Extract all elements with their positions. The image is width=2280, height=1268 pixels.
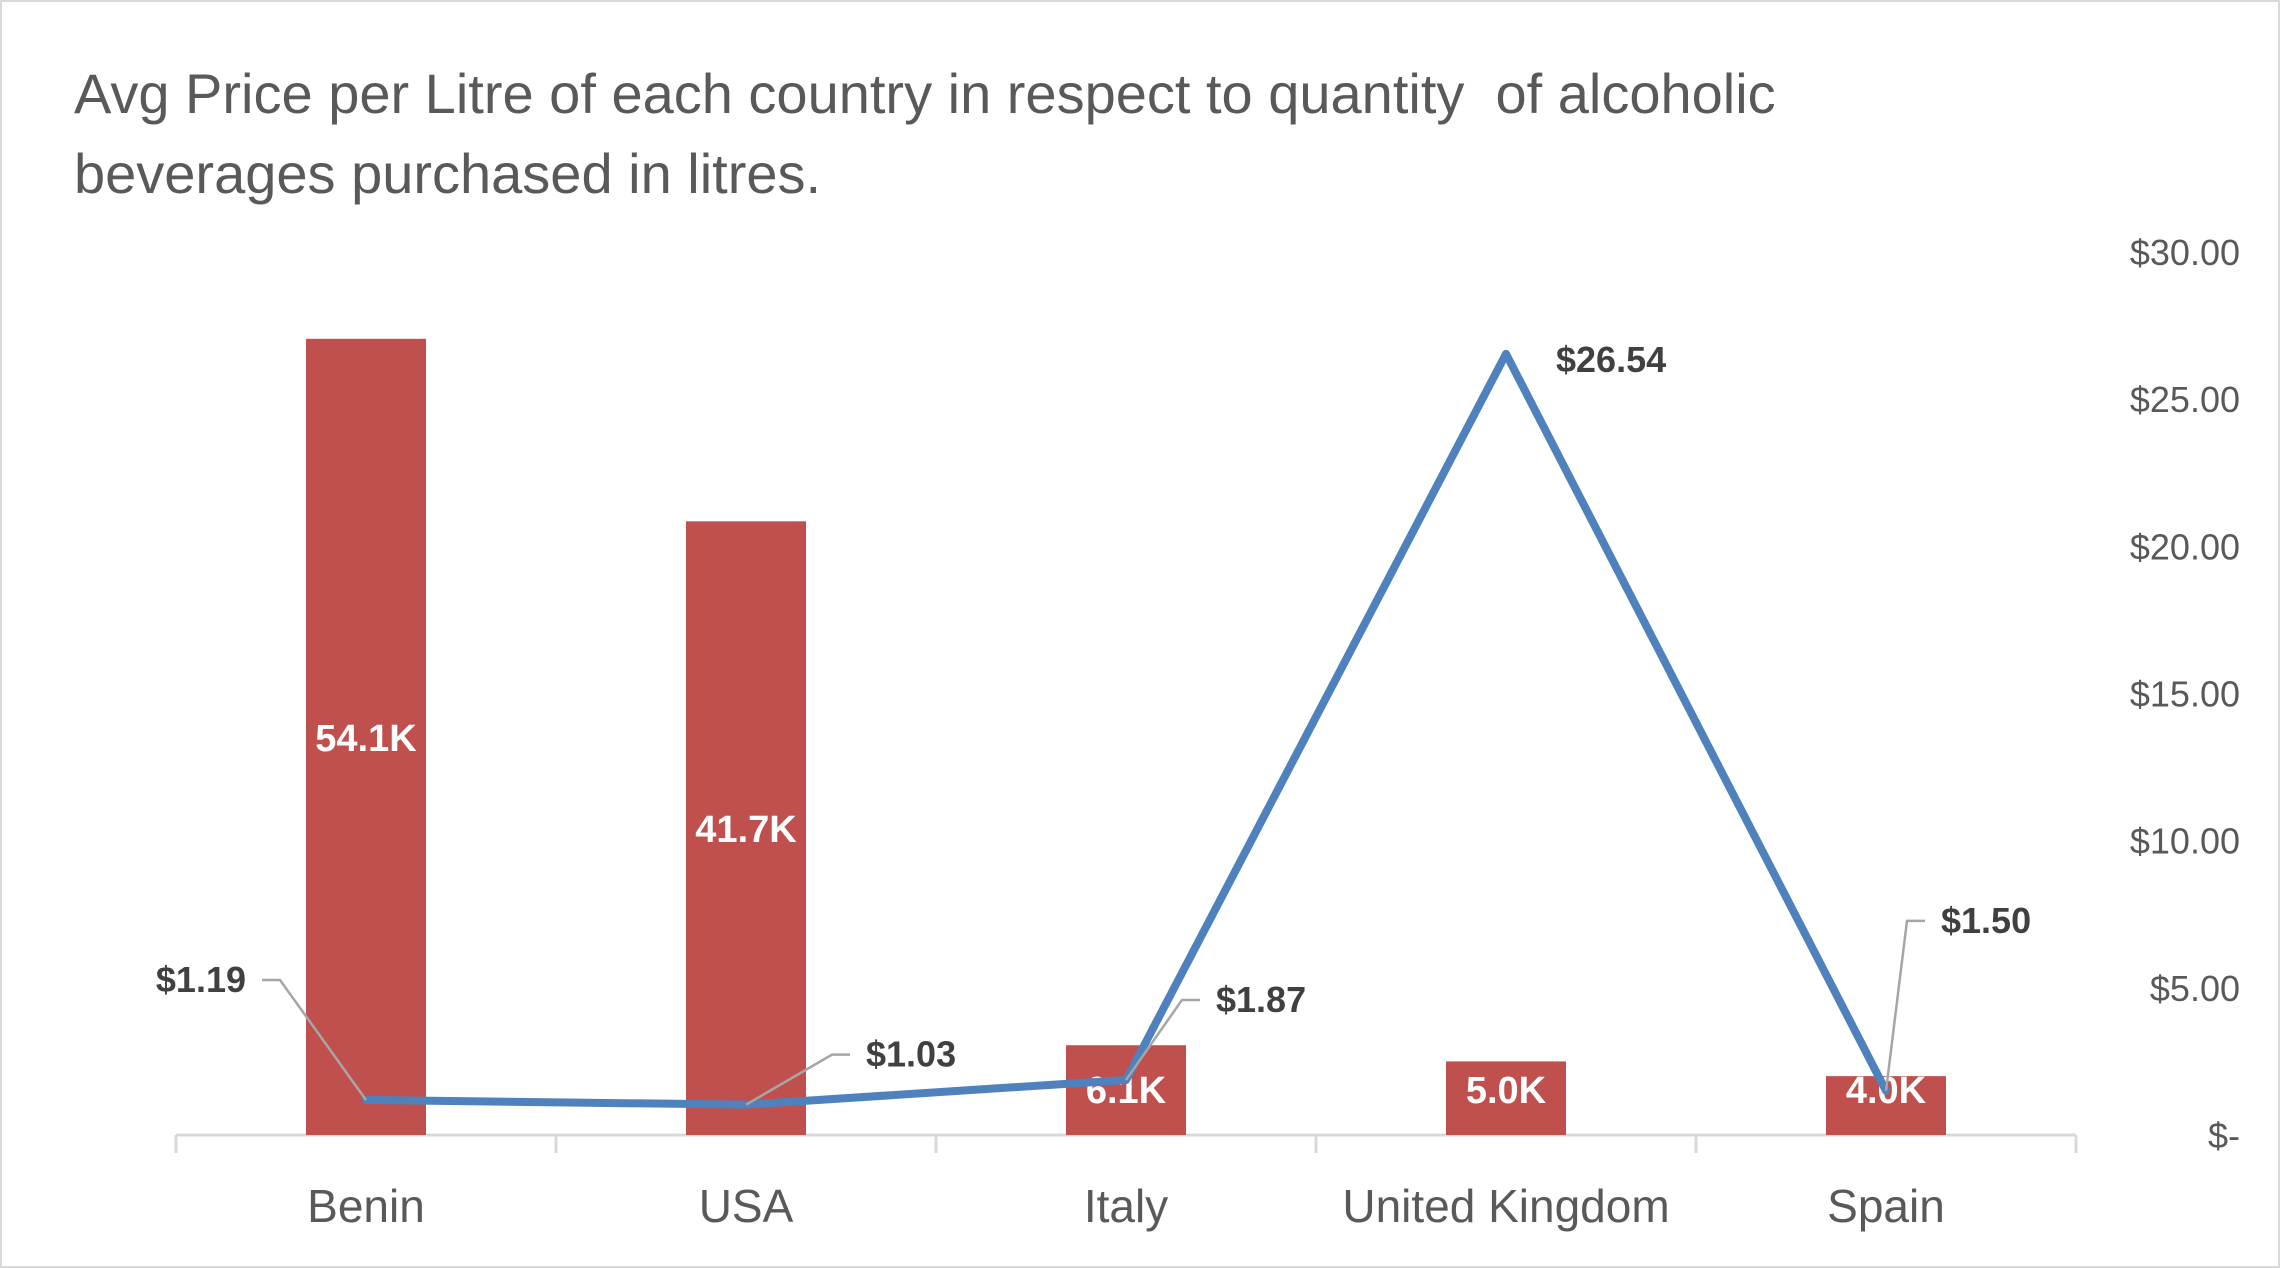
leader-line <box>1884 919 1925 1092</box>
y-right-tick-label: $25.00 <box>2130 379 2240 420</box>
y-right-tick-label: $5.00 <box>2150 968 2240 1009</box>
y-right-tick-label: $15.00 <box>2130 674 2240 715</box>
y-right-tick-label: $- <box>2208 1115 2240 1156</box>
bar-data-label: 41.7K <box>695 809 797 851</box>
leader-line <box>745 1053 850 1106</box>
bar-data-label: 54.1K <box>315 718 417 760</box>
price-data-label: $1.03 <box>866 1034 956 1075</box>
leader-line <box>262 978 368 1101</box>
bar-italy <box>1066 1045 1186 1135</box>
x-category-label: USA <box>699 1180 794 1232</box>
y-right-tick-label: $10.00 <box>2130 821 2240 862</box>
price-data-label: $1.50 <box>1941 900 2031 941</box>
bar-usa <box>686 521 806 1135</box>
bar-benin <box>306 338 426 1135</box>
price-data-label: $1.87 <box>1216 979 1306 1020</box>
leader-line <box>1124 998 1200 1081</box>
bar-data-label: 5.0K <box>1466 1070 1547 1112</box>
x-category-label: United Kingdom <box>1342 1180 1669 1232</box>
price-data-label: $26.54 <box>1556 339 1666 380</box>
y-right-tick-label: $30.00 <box>2130 232 2240 273</box>
chart-title: Avg Price per Litre of each country in r… <box>74 62 1792 205</box>
price-line <box>362 349 1890 1109</box>
y-right-tick-label: $20.00 <box>2130 526 2240 567</box>
x-category-label: Italy <box>1084 1180 1168 1232</box>
bar-united-kingdom <box>1446 1061 1566 1135</box>
x-category-label: Benin <box>307 1180 425 1232</box>
price-data-label: $1.19 <box>156 959 246 1000</box>
x-category-label: Spain <box>1827 1180 1945 1232</box>
